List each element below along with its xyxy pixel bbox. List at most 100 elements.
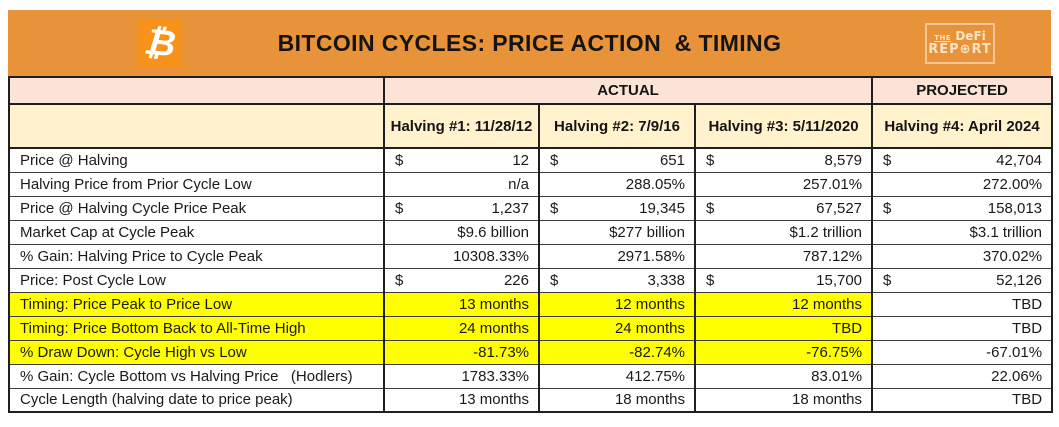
value-cell: $19,345 (538, 195, 695, 220)
cell-value: 3,338 (647, 271, 685, 289)
cell-value: -76.75% (806, 343, 863, 361)
column-header-halving-1: Halving #1: 11/28/12 (383, 103, 540, 149)
cell-value: 2971.58% (617, 247, 685, 265)
row-label: Halving Price from Prior Cycle Low (8, 171, 384, 196)
value-cell: 1783.33% (383, 363, 539, 388)
value-cell: $42,704 (871, 147, 1053, 172)
value-cell: -76.75% (693, 339, 873, 364)
title-bar: ₿ BITCOIN CYCLES: PRICE ACTION & TIMING … (8, 10, 1051, 76)
row-label: Price: Post Cycle Low (8, 267, 384, 292)
row-label: % Gain: Halving Price to Cycle Peak (8, 243, 384, 268)
value-cell: $3.1 trillion (871, 219, 1053, 244)
table-row: % Gain: Cycle Bottom vs Halving Price (H… (8, 363, 1053, 388)
cell-value: 8,579 (824, 151, 863, 169)
cell-value: 24 months (614, 319, 685, 337)
cell-value: 370.02% (982, 247, 1043, 265)
cell-value: 412.75% (625, 367, 685, 385)
value-cell: 10308.33% (383, 243, 539, 268)
cell-value: -67.01% (986, 343, 1043, 361)
cell-value: n/a (508, 175, 529, 193)
cell-value: 13 months (458, 391, 529, 409)
defi-report-logo: THE DeFi REP⊕RT (925, 23, 995, 64)
cell-value: 12 (512, 151, 529, 169)
cell-value: 12 months (614, 295, 685, 313)
value-cell: $1.2 trillion (693, 219, 873, 244)
table-row: % Draw Down: Cycle High vs Low -81.73% -82… (8, 339, 1053, 364)
row-label: % Draw Down: Cycle High vs Low (8, 339, 384, 364)
row-label: Price @ Halving Cycle Price Peak (8, 195, 384, 220)
table-row: % Gain: Halving Price to Cycle Peak 10308… (8, 243, 1053, 268)
value-cell: 12 months (538, 291, 695, 316)
cell-value: 1783.33% (461, 367, 529, 385)
value-cell: 18 months (538, 387, 695, 412)
row-label: Price @ Halving (8, 147, 384, 172)
value-cell: $226 (383, 267, 539, 292)
cell-value: $3.1 trillion (969, 223, 1043, 241)
cell-value: 24 months (458, 319, 529, 337)
value-cell: 272.00% (871, 171, 1053, 196)
cell-value: 158,013 (987, 199, 1043, 217)
currency-symbol: $ (395, 271, 404, 289)
value-cell: $9.6 billion (383, 219, 539, 244)
currency-symbol: $ (395, 199, 404, 217)
cell-value: 10308.33% (453, 247, 529, 265)
defi-logo-defi: DeFi (955, 29, 986, 44)
cell-value: 651 (659, 151, 685, 169)
cell-value: TBD (1012, 319, 1043, 337)
value-cell: TBD (871, 315, 1053, 340)
defi-logo-line2: REP⊕RT (928, 41, 992, 57)
value-cell: $158,013 (871, 195, 1053, 220)
table-row: Price @ Halving Cycle Price Peak $1,237 $1… (8, 195, 1053, 220)
group-header-projected: PROJECTED (871, 76, 1054, 105)
value-cell: TBD (871, 291, 1053, 316)
value-cell: 83.01% (693, 363, 873, 388)
value-cell: TBD (693, 315, 873, 340)
table-row: Cycle Length (halving date to price peak… (8, 387, 1053, 412)
cell-value: 67,527 (816, 199, 863, 217)
group-header-actual: ACTUAL (382, 76, 874, 105)
column-header-halving-3: Halving #3: 5/11/2020 (693, 103, 874, 149)
corner-cell (8, 76, 385, 105)
value-cell: 18 months (693, 387, 873, 412)
cell-value: 257.01% (802, 175, 863, 193)
table-row: Timing: Price Peak to Price Low 13 months… (8, 291, 1053, 316)
value-cell: -81.73% (383, 339, 539, 364)
value-cell: 24 months (538, 315, 695, 340)
value-cell: $15,700 (693, 267, 873, 292)
cell-value: 18 months (614, 391, 685, 409)
row-label: Market Cap at Cycle Peak (8, 219, 384, 244)
bitcoin-cycles-report: ₿ BITCOIN CYCLES: PRICE ACTION & TIMING … (8, 10, 1054, 413)
value-cell: 13 months (383, 387, 539, 412)
value-cell: -67.01% (871, 339, 1053, 364)
cell-value: 19,345 (639, 199, 685, 217)
cell-value: 18 months (791, 391, 863, 409)
value-cell: $8,579 (693, 147, 873, 172)
cell-value: 787.12% (802, 247, 863, 265)
value-cell: 13 months (383, 291, 539, 316)
cell-value: 22.06% (991, 367, 1043, 385)
table-row: Halving Price from Prior Cycle Low n/a 288… (8, 171, 1053, 196)
cell-value: 52,126 (996, 271, 1043, 289)
cell-value: 288.05% (625, 175, 685, 193)
currency-symbol: $ (883, 271, 892, 289)
cell-value: 13 months (458, 295, 529, 313)
cell-value: 1,237 (491, 199, 529, 217)
currency-symbol: $ (706, 271, 715, 289)
currency-symbol: $ (706, 199, 715, 217)
value-cell: $651 (538, 147, 695, 172)
value-cell: 257.01% (693, 171, 873, 196)
cell-value: -81.73% (473, 343, 529, 361)
table-row: Price @ Halving $12 $651 $8,579 $42,704 (8, 147, 1053, 172)
value-cell: 24 months (383, 315, 539, 340)
cell-value: $9.6 billion (457, 223, 529, 241)
value-cell: $52,126 (871, 267, 1053, 292)
row-label: % Gain: Cycle Bottom vs Halving Price (H… (8, 363, 384, 388)
group-header-row: ACTUAL PROJECTED (8, 76, 1054, 105)
value-cell: 370.02% (871, 243, 1053, 268)
currency-symbol: $ (550, 271, 559, 289)
cell-value: 83.01% (811, 367, 863, 385)
row-label: Timing: Price Peak to Price Low (8, 291, 384, 316)
cell-value: TBD (1012, 391, 1043, 409)
value-cell: 12 months (693, 291, 873, 316)
column-header-row: Halving #1: 11/28/12 Halving #2: 7/9/16 … (8, 103, 1054, 149)
